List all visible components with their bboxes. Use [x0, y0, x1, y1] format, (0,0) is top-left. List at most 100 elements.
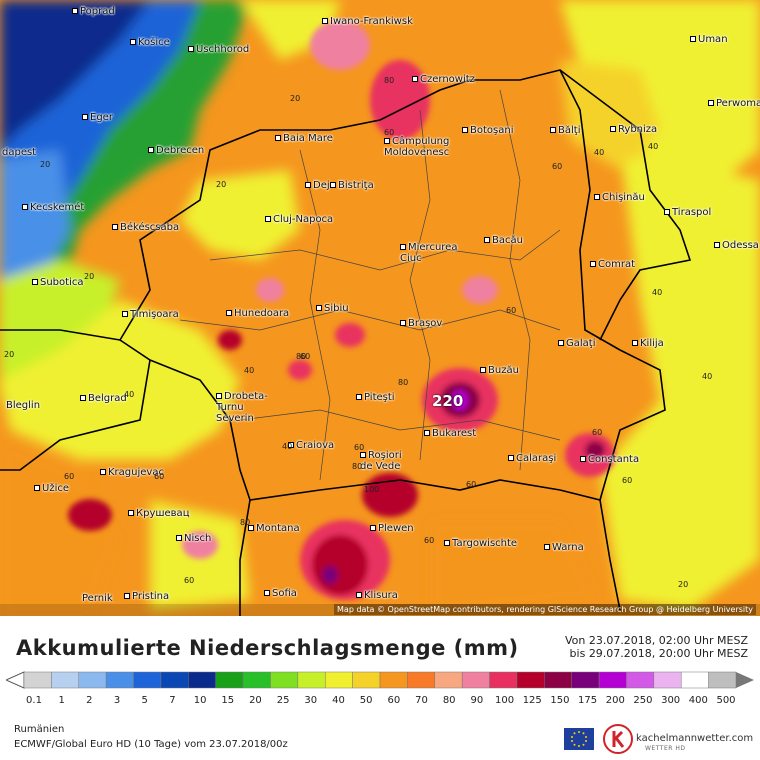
scale-swatch — [680, 671, 709, 689]
color-scale — [6, 671, 754, 689]
scale-tick-label: 200 — [605, 695, 625, 706]
contour-label: 40 — [124, 390, 135, 399]
city-label: Câmpulung Moldovenesc — [384, 136, 450, 158]
city-label: Belgrad — [80, 393, 127, 404]
contour-label: 40 — [282, 442, 293, 451]
city-label: Comrat — [590, 259, 635, 270]
scale-tick-label: 80 — [442, 695, 456, 706]
eu-flag-icon — [564, 728, 594, 750]
contour-label: 80 — [296, 352, 307, 361]
scale-swatch — [215, 671, 244, 689]
city-label: Cluj-Napoca — [265, 214, 333, 225]
city-label: Hunedoara — [226, 308, 289, 319]
kachelmann-logo-icon — [603, 724, 633, 754]
scale-swatch — [407, 671, 436, 689]
contour-label: 20 — [290, 94, 301, 103]
city-label: Warna — [544, 542, 584, 553]
city-label: Bacău — [484, 235, 523, 246]
city-label: Pernik — [82, 593, 113, 604]
city-label: Sofia — [264, 588, 297, 599]
scale-swatch — [51, 671, 80, 689]
contour-label: 60 — [466, 480, 477, 489]
contour-label: 80 — [352, 462, 363, 471]
contour-label: 40 — [244, 366, 255, 375]
city-label: Kragujevac — [100, 467, 164, 478]
scale-swatch — [188, 671, 216, 689]
city-label: Rybniza — [610, 124, 657, 135]
scale-swatch — [598, 671, 627, 689]
scale-tick-label: 100 — [495, 695, 515, 706]
scale-tick-label: 20 — [249, 695, 262, 706]
city-label: Uschhorod — [188, 44, 249, 55]
scale-tick-label: 250 — [633, 695, 653, 706]
scale-tick-label: 10 — [193, 695, 207, 706]
brand-name: kachelmannwetter.com — [636, 733, 754, 744]
map-attribution: Map data © OpenStreetMap contributors, r… — [334, 604, 756, 615]
city-label: Bălţi — [550, 125, 580, 136]
contour-label: 60 — [64, 472, 75, 481]
scale-tick-label: 30 — [304, 695, 318, 706]
scale-swatch — [23, 671, 52, 689]
scale-arrow-right — [736, 672, 754, 688]
city-label: Nisch — [176, 533, 211, 544]
scale-swatch — [270, 671, 299, 689]
precipitation-map[interactable]: Poprad Košice Uschhorod Iwano-Frankiwsk … — [0, 0, 760, 616]
contour-label: 100 — [364, 485, 380, 494]
contour-label: 60 — [622, 476, 633, 485]
city-label: Poprad — [72, 6, 115, 17]
model-info: ECMWF/Global Euro HD (10 Tage) vom 23.07… — [14, 739, 288, 750]
city-label: Timişoara — [122, 309, 179, 320]
city-label: Montana — [248, 523, 300, 534]
city-label: Braşov — [400, 318, 442, 329]
scale-swatch — [653, 671, 682, 689]
scale-tick-label: 3 — [113, 695, 121, 706]
scale-tick-label: 5 — [141, 695, 148, 706]
city-label: Perwomaj — [708, 98, 760, 109]
city-label: Drobeta-Turnu Severin — [216, 391, 268, 424]
city-label: Kilija — [632, 338, 664, 349]
scale-swatch — [516, 671, 545, 689]
city-label: Крушевац — [128, 508, 190, 519]
city-label: dapest — [2, 147, 37, 158]
scale-tick-label: 300 — [661, 695, 681, 706]
contour-label: 60 — [424, 536, 435, 545]
city-label: Sibiu — [316, 303, 349, 314]
contour-label: 60 — [354, 443, 365, 452]
region-label: Rumänien — [14, 724, 65, 735]
contour-label: 20 — [216, 180, 227, 189]
scale-swatch — [434, 671, 463, 689]
scale-tick-label: 0.1 — [26, 695, 42, 706]
city-label: Pristina — [124, 591, 169, 602]
period-info: Von 23.07.2018, 02:00 Uhr MESZ bis 29.07… — [565, 634, 748, 660]
scale-tick-label: 90 — [470, 695, 484, 706]
city-label: Košice — [130, 37, 170, 48]
city-label: Odessa — [714, 240, 759, 251]
contour-label: 40 — [652, 288, 663, 297]
scale-tick-label: 40 — [332, 695, 345, 706]
scale-swatch — [626, 671, 655, 689]
max-value-label: 220 — [432, 392, 464, 410]
city-label: Bukarest — [424, 428, 476, 439]
contour-label: 20 — [678, 580, 689, 589]
scale-tick-label: 400 — [688, 695, 708, 706]
brand-subtitle: WETTER HD — [645, 745, 686, 752]
city-label: Bleglin — [6, 400, 41, 411]
city-label: Chişinău — [594, 192, 645, 203]
scale-tick-label: 25 — [276, 695, 290, 706]
city-label: Plewen — [370, 523, 414, 534]
city-label: Kecskemét — [22, 202, 84, 213]
city-label: Roşiori de Vede — [360, 450, 402, 472]
city-label: Iwano-Frankiwsk — [322, 16, 413, 27]
scale-tick-label: 500 — [716, 695, 736, 706]
scale-arrow-left — [6, 671, 25, 689]
city-label: Békéscsaba — [112, 222, 179, 233]
contour-label: 60 — [384, 128, 395, 137]
city-label: Dej — [305, 180, 330, 191]
city-label: Galaţi — [558, 338, 595, 349]
contour-label: 40 — [702, 372, 713, 381]
contour-label: 60 — [506, 306, 517, 315]
scale-tick-label: 7 — [169, 695, 176, 706]
precipitation-field — [0, 0, 760, 616]
scale-swatch — [352, 671, 381, 689]
contour-label: 80 — [240, 518, 251, 527]
